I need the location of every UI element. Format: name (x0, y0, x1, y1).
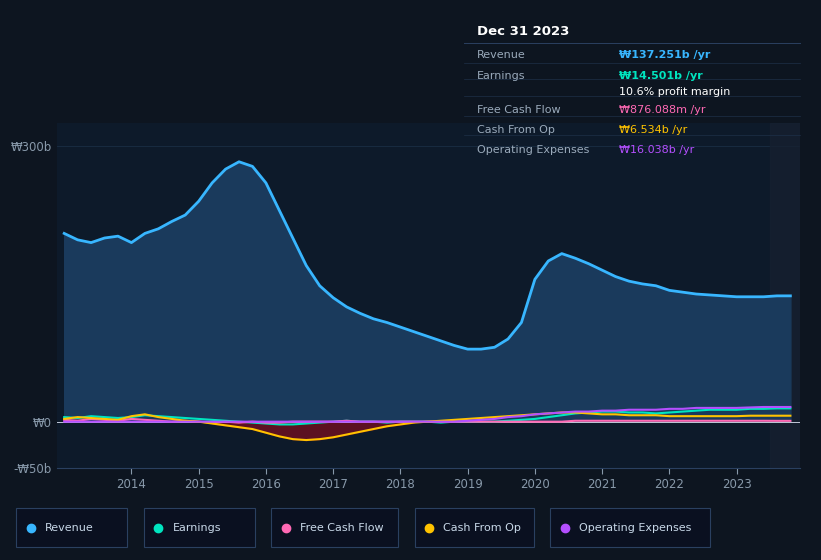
Text: 10.6% profit margin: 10.6% profit margin (619, 87, 730, 97)
Bar (770, 123, 800, 468)
FancyBboxPatch shape (144, 508, 255, 547)
Text: Cash From Op: Cash From Op (477, 125, 555, 135)
Text: Revenue: Revenue (477, 50, 526, 60)
Text: Revenue: Revenue (45, 523, 94, 533)
Text: Cash From Op: Cash From Op (443, 523, 521, 533)
FancyBboxPatch shape (550, 508, 710, 547)
FancyBboxPatch shape (16, 508, 127, 547)
Text: ₩6.534b /yr: ₩6.534b /yr (619, 125, 687, 135)
FancyBboxPatch shape (415, 508, 534, 547)
Text: Earnings: Earnings (477, 71, 525, 81)
Text: ₩137.251b /yr: ₩137.251b /yr (619, 50, 710, 60)
Text: Earnings: Earnings (172, 523, 221, 533)
Text: ₩876.088m /yr: ₩876.088m /yr (619, 105, 705, 115)
FancyBboxPatch shape (271, 508, 398, 547)
Text: ₩14.501b /yr: ₩14.501b /yr (619, 71, 703, 81)
Text: ₩16.038b /yr: ₩16.038b /yr (619, 145, 694, 155)
Text: Free Cash Flow: Free Cash Flow (477, 105, 561, 115)
Text: Free Cash Flow: Free Cash Flow (300, 523, 383, 533)
Text: Dec 31 2023: Dec 31 2023 (477, 25, 570, 38)
Text: Operating Expenses: Operating Expenses (477, 145, 589, 155)
Text: Operating Expenses: Operating Expenses (579, 523, 691, 533)
